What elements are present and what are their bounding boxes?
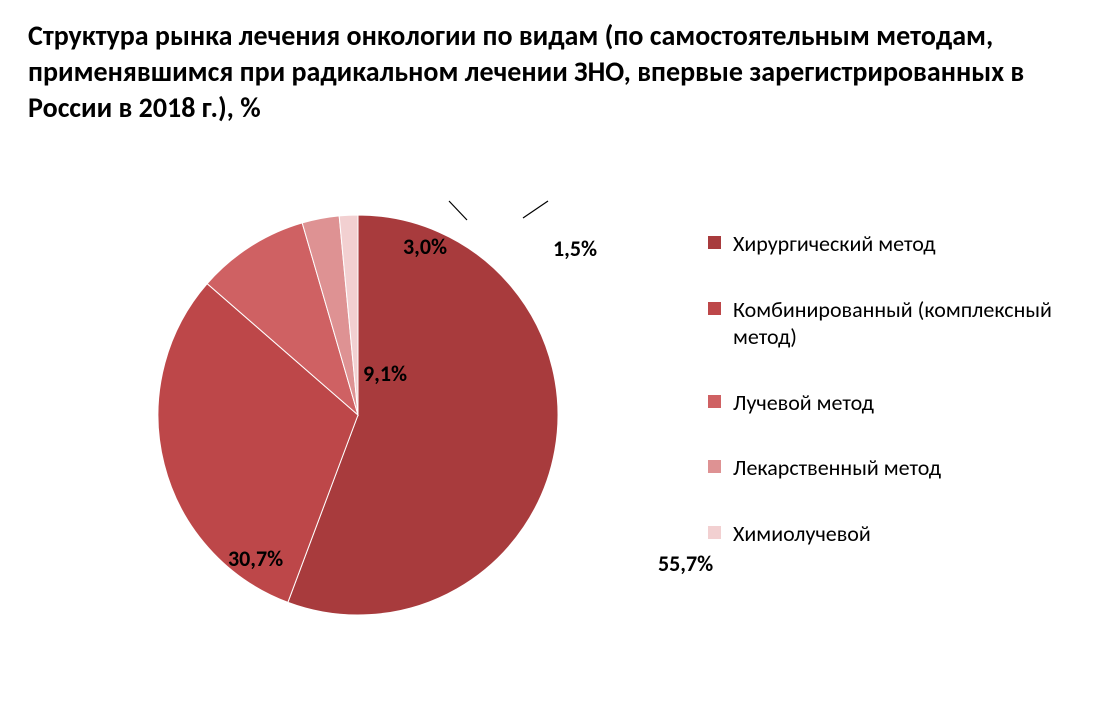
legend-label: Лучевой метод (733, 389, 874, 417)
legend-swatch (708, 460, 721, 473)
page-root: Структура рынка лечения онкологии по вид… (0, 0, 1114, 726)
legend-item: Хирургический метод (708, 230, 1068, 258)
legend-item: Лекарственный метод (708, 454, 1068, 482)
legend-label: Хирургический метод (733, 230, 936, 258)
legend-label: Комбинированный (комплексный метод) (733, 296, 1068, 351)
legend-swatch (708, 302, 721, 315)
chart-title: Структура рынка лечения онкологии по вид… (28, 18, 1086, 125)
legend-label: Лекарственный метод (733, 454, 941, 482)
legend: Хирургический метод Комбинированный (комп… (708, 230, 1068, 547)
legend-item: Химиолучевой (708, 520, 1068, 548)
leader-line (449, 201, 467, 220)
legend-swatch (708, 395, 721, 408)
legend-swatch (708, 526, 721, 539)
legend-item: Комбинированный (комплексный метод) (708, 296, 1068, 351)
leader-line (523, 201, 548, 218)
legend-label: Химиолучевой (733, 520, 871, 548)
leader-lines (158, 165, 758, 665)
legend-item: Лучевой метод (708, 389, 1068, 417)
chart-area: 55,7%30,7%9,1%3,0%1,5% Хирургический мет… (28, 165, 1086, 645)
legend-swatch (708, 236, 721, 249)
